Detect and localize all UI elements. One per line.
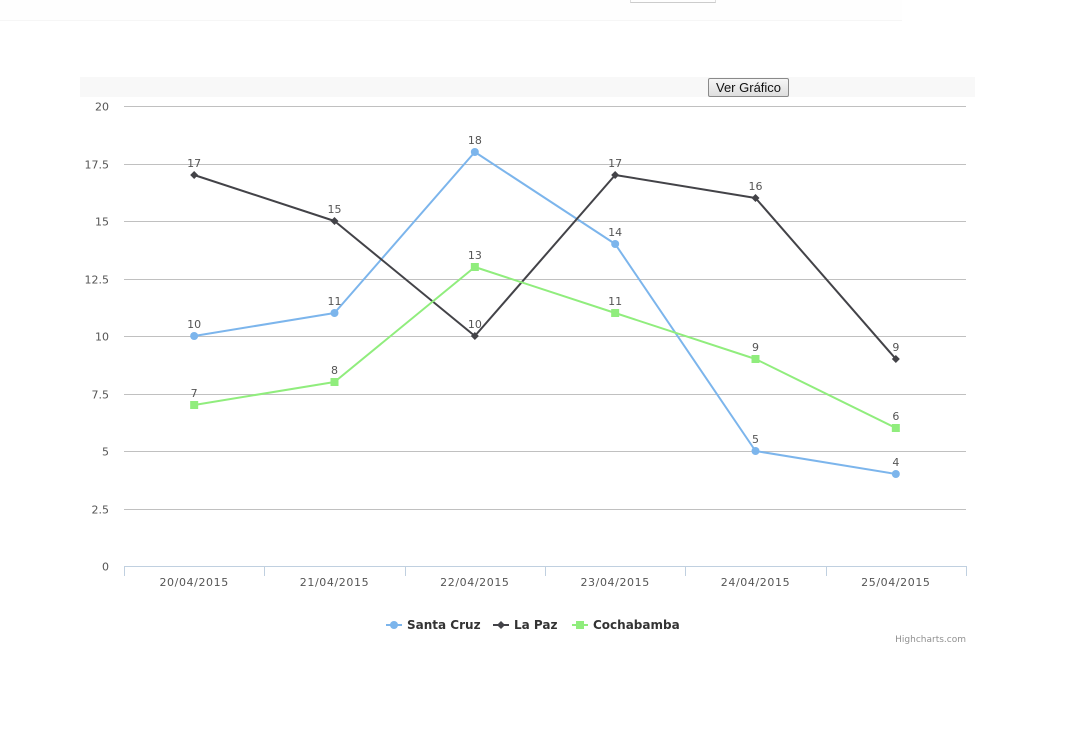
- data-label: 10: [187, 318, 201, 331]
- series-cochabamba[interactable]: [190, 263, 900, 432]
- data-label: 6: [892, 410, 899, 423]
- marker-diamond-icon[interactable]: [330, 217, 339, 225]
- marker-square-icon[interactable]: [891, 424, 900, 432]
- x-axis: 20/04/2015 21/04/2015 22/04/2015 23/04/2015…: [124, 566, 967, 589]
- legend-item-cochabamba[interactable]: Cochabamba: [572, 618, 680, 632]
- data-label: 18: [468, 134, 482, 147]
- x-tick-label: 24/04/2015: [721, 576, 790, 589]
- credits-link[interactable]: Highcharts.com: [895, 635, 966, 645]
- marker-circle-icon[interactable]: [891, 470, 900, 478]
- marker-circle-icon[interactable]: [190, 332, 199, 340]
- legend-item-santa-cruz[interactable]: Santa Cruz: [386, 618, 481, 632]
- y-tick-label: 5: [102, 446, 109, 459]
- tab-edge: [630, 0, 716, 3]
- marker-diamond-icon[interactable]: [497, 621, 505, 629]
- y-tick-label: 20: [95, 101, 109, 114]
- y-gridlines: [124, 106, 966, 510]
- data-label: 17: [187, 157, 201, 170]
- panel-header: Ver Gráfico: [80, 77, 975, 97]
- y-tick-label: 0: [102, 561, 109, 574]
- marker-square-icon[interactable]: [470, 263, 479, 271]
- series-santa-cruz[interactable]: [190, 148, 900, 478]
- y-tick-label: 15: [95, 216, 109, 229]
- data-label: 15: [328, 203, 342, 216]
- marker-square-icon[interactable]: [611, 309, 620, 317]
- series-group: [190, 148, 900, 478]
- x-tick-label: 22/04/2015: [440, 576, 509, 589]
- y-axis-labels: 0 2.5 5 7.5 10 12.5 15 17.5 20: [85, 101, 110, 574]
- x-tick-label: 20/04/2015: [159, 576, 228, 589]
- x-tick-label: 21/04/2015: [300, 576, 369, 589]
- chart-panel: Ver Gráfico: [80, 77, 975, 650]
- marker-diamond-icon[interactable]: [470, 332, 479, 340]
- marker-square-icon[interactable]: [330, 378, 339, 386]
- series-la-paz[interactable]: [190, 171, 900, 363]
- data-label: 17: [608, 157, 622, 170]
- y-tick-label: 12.5: [85, 274, 110, 287]
- legend-label: Santa Cruz: [407, 618, 481, 632]
- data-label: 10: [468, 318, 482, 331]
- series-line[interactable]: [194, 151, 896, 475]
- data-label: 13: [468, 249, 482, 262]
- x-tick-label: 23/04/2015: [580, 576, 649, 589]
- data-label: 5: [752, 433, 759, 446]
- data-label: 16: [749, 180, 763, 193]
- marker-square-icon[interactable]: [751, 355, 760, 363]
- data-label: 4: [892, 456, 899, 469]
- series-line[interactable]: [194, 266, 897, 429]
- ver-grafico-button[interactable]: Ver Gráfico: [708, 78, 790, 97]
- marker-circle-icon[interactable]: [390, 621, 398, 629]
- marker-diamond-icon[interactable]: [891, 355, 900, 363]
- marker-circle-icon[interactable]: [611, 240, 620, 248]
- marker-square-icon[interactable]: [576, 621, 584, 629]
- data-label: 8: [331, 364, 338, 377]
- y-tick-label: 2.5: [92, 504, 110, 517]
- series-line[interactable]: [193, 174, 897, 360]
- data-label: 11: [328, 295, 342, 308]
- data-label: 14: [608, 226, 622, 239]
- legend-label: La Paz: [514, 618, 557, 632]
- data-label: 9: [892, 341, 899, 354]
- top-strip: [0, 0, 902, 21]
- marker-circle-icon[interactable]: [470, 148, 479, 156]
- marker-diamond-icon[interactable]: [190, 171, 199, 179]
- data-labels: 10 11 18 14 5 4 17 15 10 17 16 9 7 8 13 11 9 6: [187, 134, 899, 469]
- marker-diamond-icon[interactable]: [611, 171, 620, 179]
- legend-label: Cochabamba: [593, 618, 680, 632]
- marker-circle-icon[interactable]: [330, 309, 339, 317]
- data-label: 11: [608, 295, 622, 308]
- marker-square-icon[interactable]: [190, 401, 199, 409]
- legend-item-la-paz[interactable]: La Paz: [493, 618, 557, 632]
- y-tick-label: 7.5: [92, 389, 110, 402]
- marker-diamond-icon[interactable]: [751, 194, 760, 202]
- legend: Santa Cruz La Paz Cochabamba: [386, 618, 680, 632]
- x-tick-label: 25/04/2015: [861, 576, 930, 589]
- marker-circle-icon[interactable]: [751, 447, 760, 455]
- y-tick-label: 10: [95, 331, 109, 344]
- data-label: 9: [752, 341, 759, 354]
- y-tick-label: 17.5: [85, 159, 110, 172]
- data-label: 7: [191, 387, 198, 400]
